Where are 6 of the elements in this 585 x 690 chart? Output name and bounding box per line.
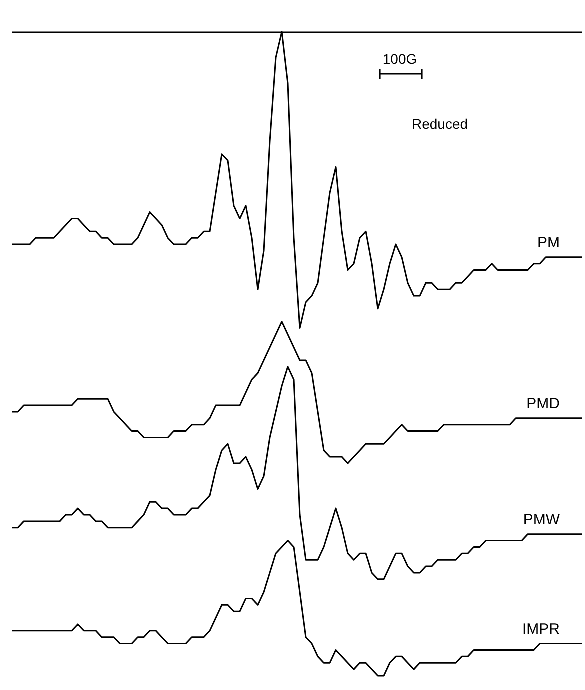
annotation: 100G xyxy=(382,51,418,67)
series-label: PM xyxy=(538,234,560,252)
series-label: PMD xyxy=(526,395,560,412)
series-label: PMW xyxy=(523,511,561,528)
series-label: IMPR xyxy=(522,620,560,638)
annotation: Reduced xyxy=(412,116,468,132)
